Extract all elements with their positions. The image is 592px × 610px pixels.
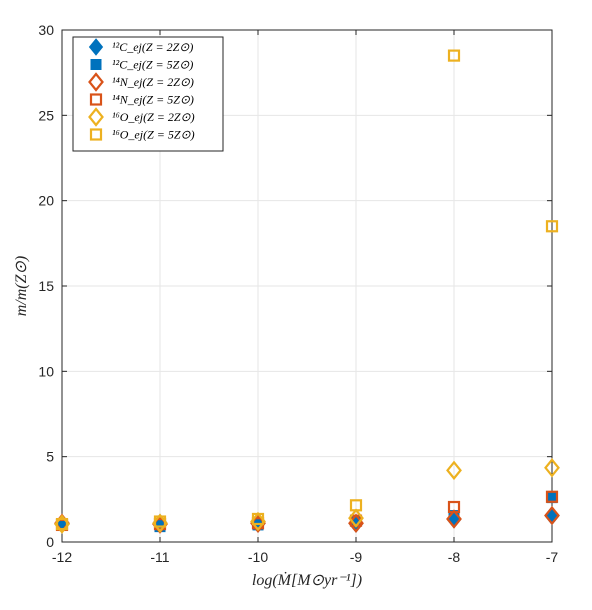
legend-marker-5 xyxy=(88,107,104,127)
legend-marker-3 xyxy=(88,72,104,92)
y-tick-label: 0 xyxy=(46,534,54,550)
data-point-series-6 xyxy=(349,499,363,512)
data-point-series-6 xyxy=(55,517,69,531)
legend-marker-4 xyxy=(89,93,103,106)
data-point-series-5 xyxy=(544,458,560,478)
data-point-series-6 xyxy=(153,515,167,528)
legend-label-3: ¹⁴N_ej(Z = 2Z⊙) xyxy=(112,75,194,89)
data-point-series-3 xyxy=(446,509,462,529)
data-point-series-5 xyxy=(348,508,364,528)
y-tick-label: 25 xyxy=(38,107,54,123)
x-tick-label: -7 xyxy=(546,549,559,565)
axis-ticks: -12 -11 -10 -9 -8 -7 0 5 10 15 20 25 30 xyxy=(38,22,558,565)
legend-label-2: ¹²C_ej(Z = 5Z⊙) xyxy=(112,58,193,72)
y-tick-label: 20 xyxy=(38,193,54,209)
y-tick-label: 10 xyxy=(38,363,54,379)
legend: ¹²C_ej(Z = 2Z⊙) ¹²C_ej(Z = 5Z⊙) ¹⁴N_ej(Z =… xyxy=(72,36,224,152)
y-tick-label: 5 xyxy=(46,449,54,465)
data-markers xyxy=(54,49,560,534)
legend-label-1: ¹²C_ej(Z = 2Z⊙) xyxy=(112,40,193,54)
x-tick-label: -12 xyxy=(52,549,72,565)
legend-marker-1 xyxy=(88,38,104,56)
legend-marker-6 xyxy=(89,128,103,141)
y-tick-label: 15 xyxy=(38,278,54,294)
legend-label-4: ¹⁴N_ej(Z = 5Z⊙) xyxy=(112,93,194,107)
data-point-series-5 xyxy=(446,460,462,481)
y-tick-label: 30 xyxy=(38,22,54,38)
y-axis-label: m/m(Z⊙) xyxy=(13,256,30,317)
data-point-series-6 xyxy=(447,49,461,62)
data-point-series-4 xyxy=(447,500,461,514)
x-tick-label: -10 xyxy=(248,549,268,565)
data-point-series-3 xyxy=(544,505,560,526)
data-point-series-4 xyxy=(545,490,559,503)
data-point-series-6 xyxy=(545,220,559,233)
x-tick-label: -11 xyxy=(150,549,169,565)
data-point-series-6 xyxy=(251,512,265,526)
legend-label-6: ¹⁶O_ej(Z = 5Z⊙) xyxy=(112,128,195,142)
x-axis-label: log(Ṁ[M⊙yr⁻¹]) xyxy=(252,571,362,589)
x-tick-label: -8 xyxy=(448,549,461,565)
x-tick-label: -9 xyxy=(350,549,363,565)
legend-marker-2 xyxy=(90,59,102,70)
legend-label-5: ¹⁶O_ej(Z = 2Z⊙) xyxy=(112,110,195,124)
